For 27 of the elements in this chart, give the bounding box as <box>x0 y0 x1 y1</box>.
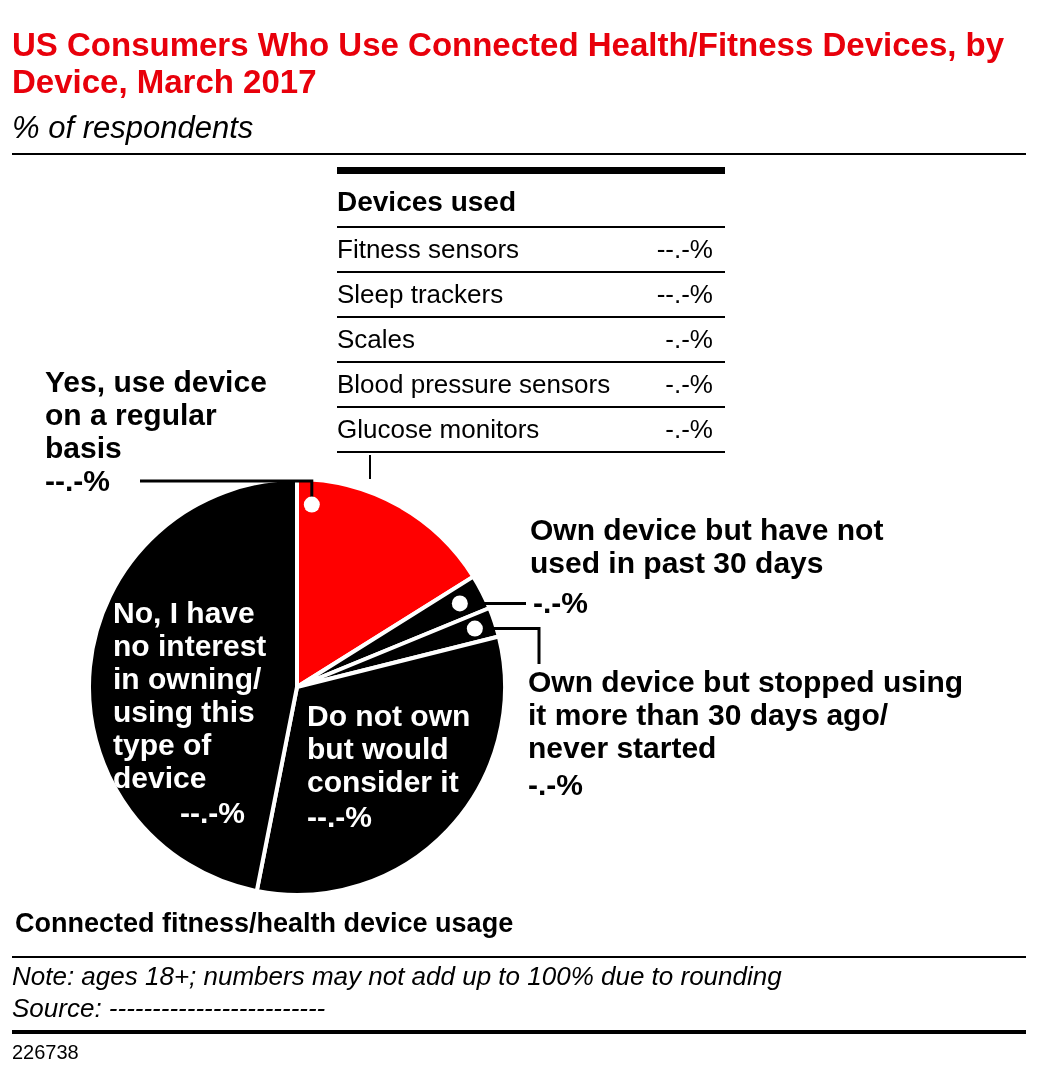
slice-label: Do not own but would consider it <box>307 699 471 798</box>
text: Devices used <box>337 174 725 228</box>
slice-label: Own device but have not used in past 30 days <box>530 513 884 579</box>
text: -.-% <box>665 324 713 354</box>
slice-label: Own device but stopped using it more than 30 days ago/ never started <box>528 665 964 764</box>
category-label: Fitness sensors <box>337 234 520 265</box>
text: Connected fitness/health device usage <box>15 908 514 939</box>
text: --.-% <box>656 234 713 264</box>
data-label: --.-% <box>180 796 245 829</box>
slice-label: Yes, use device on a regular basis <box>45 365 267 464</box>
slice-label: No, I have no interest in owning/ using this type of device <box>113 596 267 794</box>
text: --.-% <box>656 279 713 309</box>
chart-title: US Consumers Who Use Connected Health/Fitness Devices, by Device, March 2017 <box>12 26 1006 100</box>
category-label: Glucose monitors <box>337 414 540 445</box>
text: -.-% <box>665 369 713 399</box>
data-label: --.-% <box>45 464 110 497</box>
data-label: -.-% <box>533 586 588 620</box>
text: Note: ages 18+; numbers may not add up to 100% due to rounding <box>12 960 782 992</box>
chart-subtitle: % of respondents <box>12 110 254 146</box>
text: -.-% <box>665 414 713 444</box>
text: 226738 <box>12 1041 79 1064</box>
category-label: Scales <box>337 324 416 355</box>
category-label: Sleep trackers <box>337 279 504 310</box>
category-label: Blood pressure sensors <box>337 369 611 400</box>
data-label: --.-% <box>307 800 372 833</box>
source-note: Source: ------------------------- <box>12 992 327 1024</box>
data-label: -.-% <box>528 768 583 801</box>
